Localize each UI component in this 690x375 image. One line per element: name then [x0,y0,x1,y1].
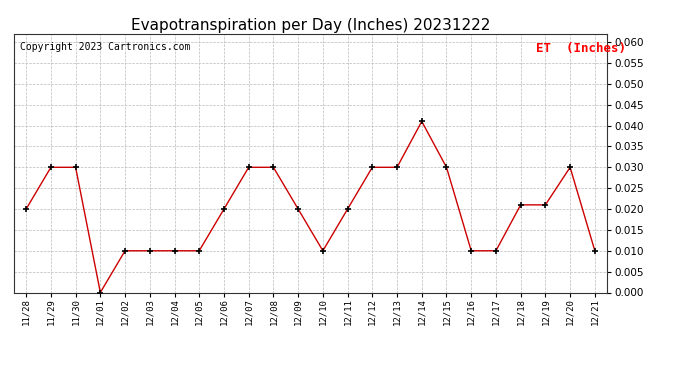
Text: Copyright 2023 Cartronics.com: Copyright 2023 Cartronics.com [20,42,190,51]
Title: Evapotranspiration per Day (Inches) 20231222: Evapotranspiration per Day (Inches) 2023… [131,18,490,33]
Text: ET  (Inches): ET (Inches) [536,42,626,54]
